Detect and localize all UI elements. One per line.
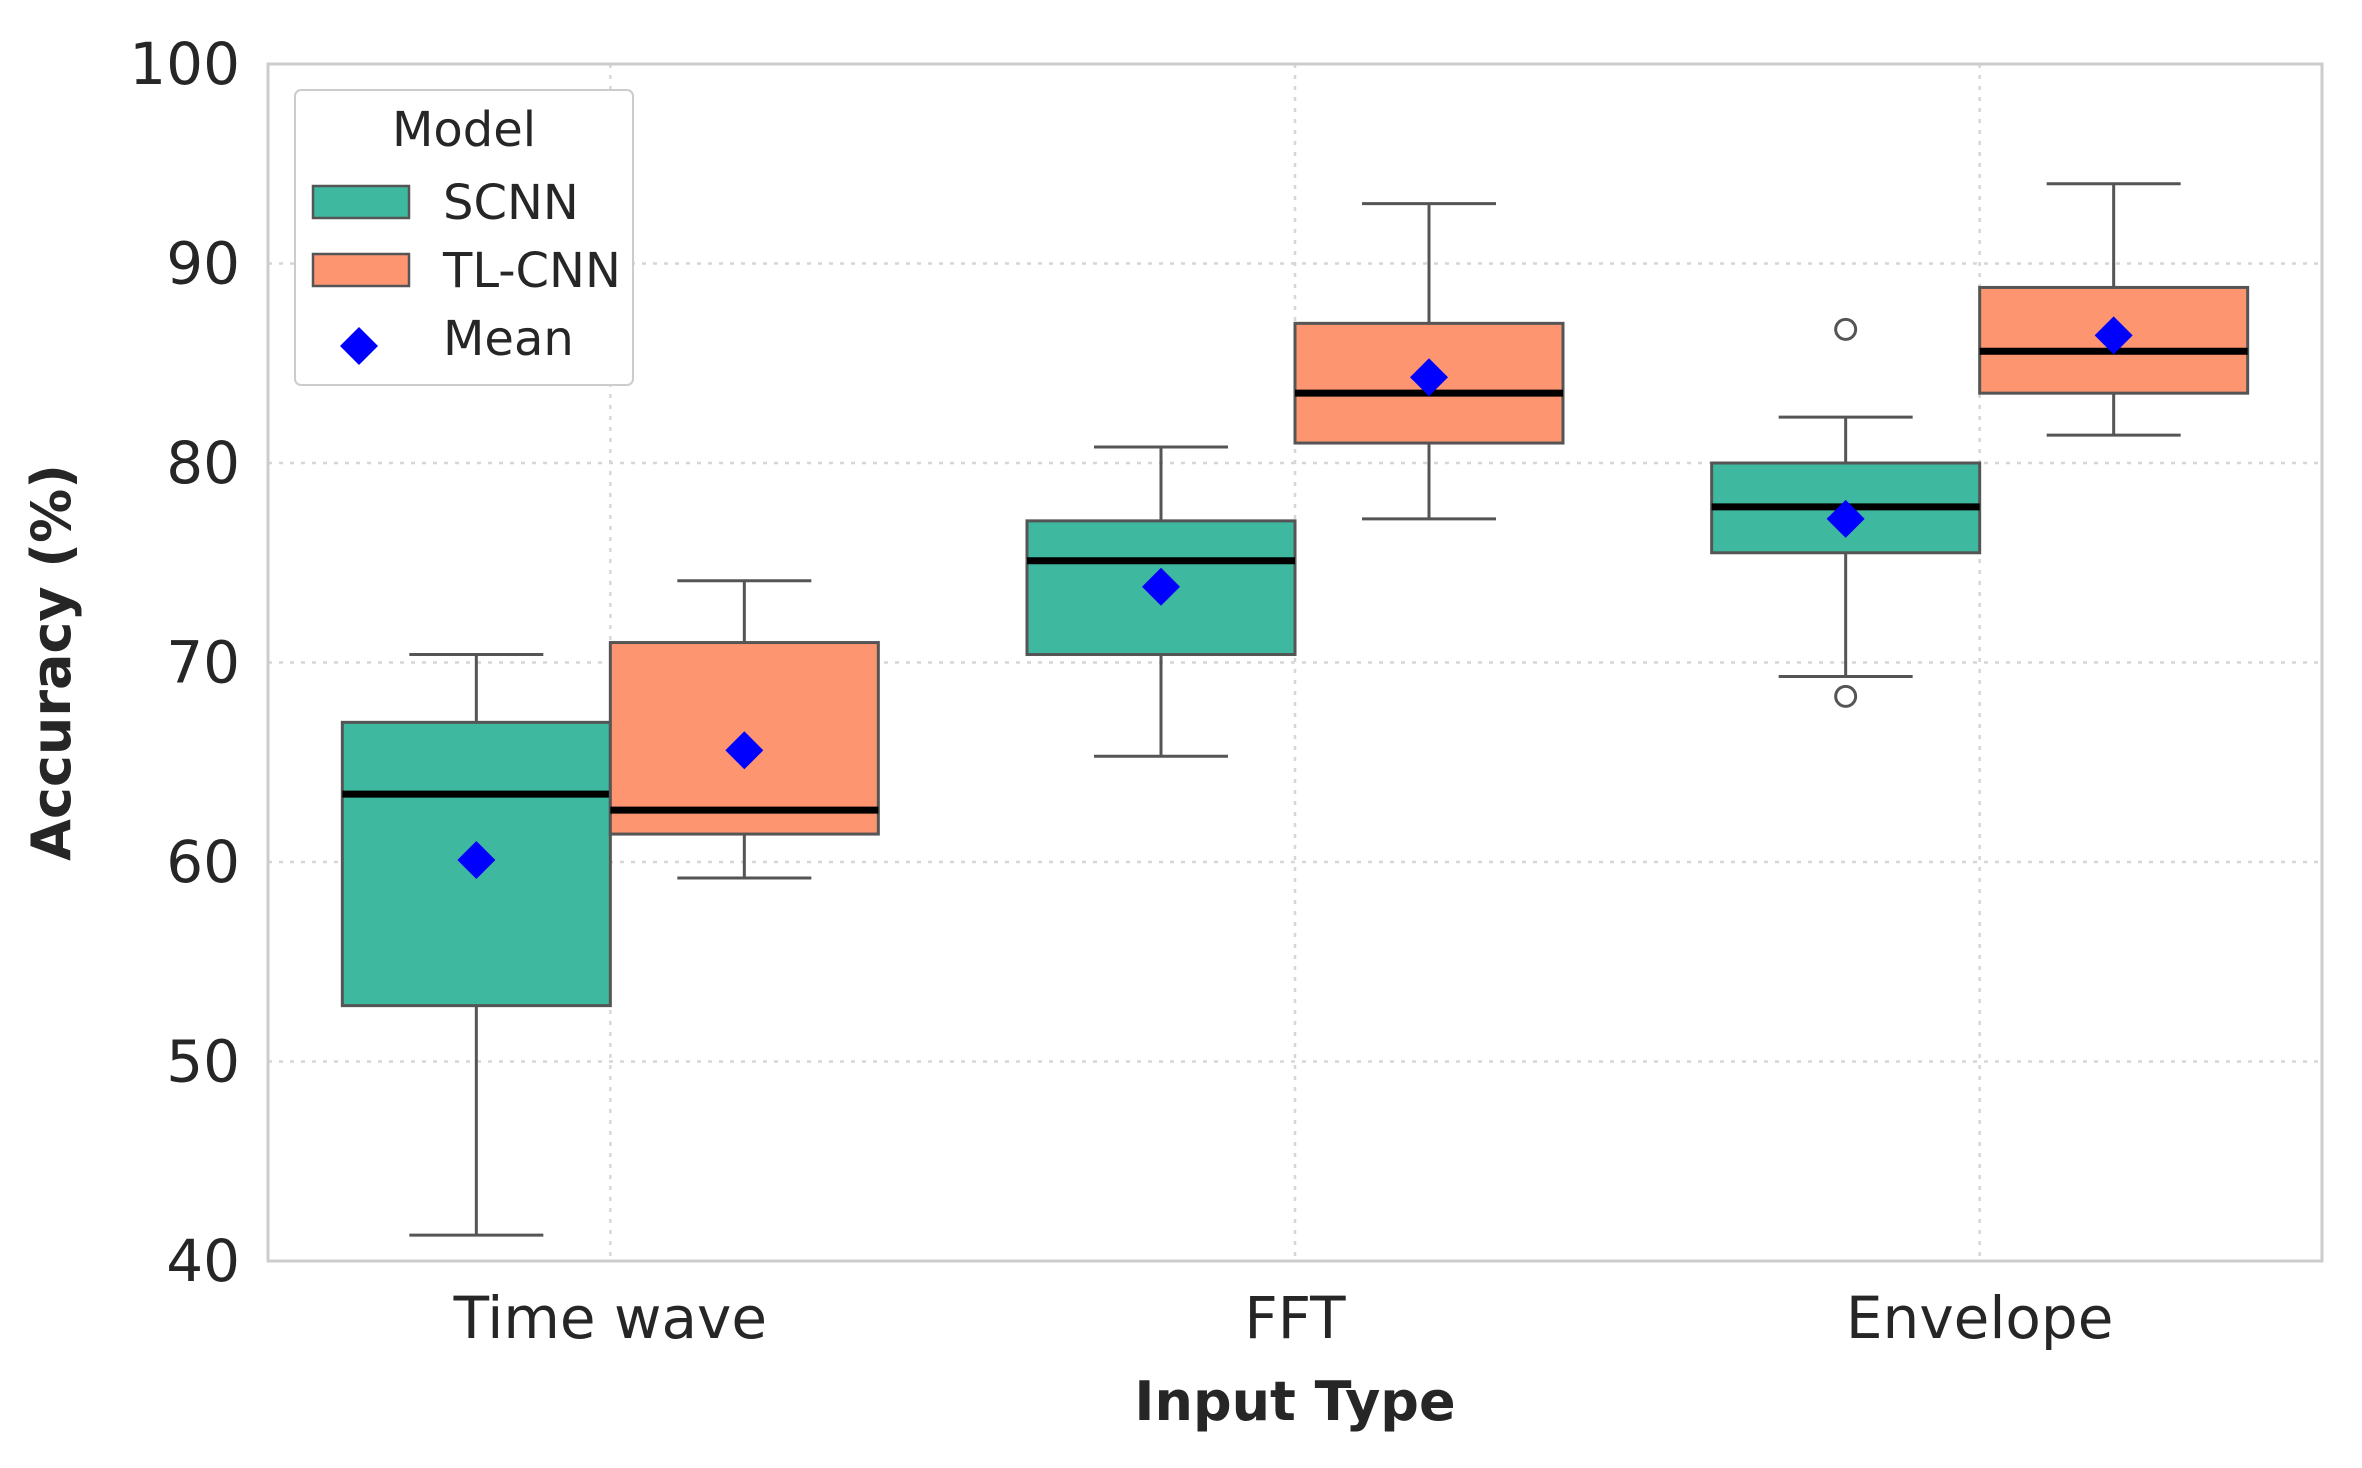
legend-swatch-tl-cnn <box>311 252 411 288</box>
mean-marker <box>1826 499 1865 538</box>
y-tick-label: 60 <box>166 828 240 896</box>
legend-swatch-scnn <box>311 184 411 220</box>
legend: Model SCNN TL-CNN Mean <box>294 89 634 386</box>
legend-label-scnn: SCNN <box>443 175 579 231</box>
mean-marker <box>2094 316 2133 355</box>
legend-frame <box>294 89 634 386</box>
y-tick-label: 50 <box>166 1028 240 1096</box>
y-tick-label: 90 <box>166 230 240 298</box>
mean-marker <box>457 841 496 880</box>
y-axis-label: Accuracy (%) <box>20 464 83 861</box>
mean-marker <box>725 731 764 770</box>
mean-marker <box>1142 567 1180 606</box>
legend-label-mean: Mean <box>443 311 574 367</box>
box-scnn-fft <box>1025 445 1297 758</box>
plot-frame <box>266 62 2324 1263</box>
box-scnn-envelope <box>1710 317 1982 708</box>
y-tick-label: 40 <box>166 1227 240 1295</box>
box-series-layer <box>340 182 2250 1237</box>
y-tick-label: 80 <box>166 429 240 497</box>
mean-marker <box>1410 358 1448 397</box>
y-tick-label: 100 <box>129 30 240 98</box>
x-tick-label: FFT <box>1244 1284 1346 1352</box>
legend-title: Model <box>392 102 536 158</box>
y-tick-label: 70 <box>166 629 240 697</box>
legend-swatch-mean-icon <box>340 327 378 365</box>
x-tick-label: Envelope <box>1846 1284 2114 1352</box>
box-scnn-time-wave <box>340 653 612 1237</box>
box-iqr <box>1025 519 1297 657</box>
x-axis-label: Input Type <box>1134 1370 1455 1433</box>
x-tick-labels: Time wave FFT Envelope <box>453 1284 2114 1352</box>
box-tl-cnn-envelope <box>1978 182 2250 437</box>
x-tick-label: Time wave <box>453 1284 767 1352</box>
legend-label-tl-cnn: TL-CNN <box>442 243 621 299</box>
outlier-point <box>1834 684 1858 708</box>
box-tl-cnn-fft <box>1293 202 1565 521</box>
box-tl-cnn-time-wave <box>608 579 880 880</box>
outlier-point <box>1834 317 1858 341</box>
y-tick-labels: 40 50 60 70 80 90 100 <box>129 30 240 1295</box>
